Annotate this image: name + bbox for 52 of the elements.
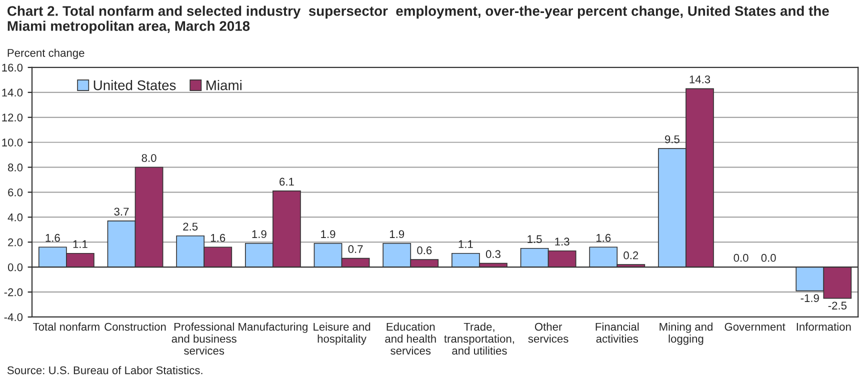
data-label: 0.0	[761, 254, 776, 262]
data-label: 1.5	[528, 235, 542, 244]
data-label: 0.6	[417, 246, 432, 254]
y-tick-label: -2.0	[4, 288, 23, 296]
data-label: 8.0	[142, 154, 156, 162]
data-label: 1.9	[252, 230, 266, 238]
x-tick-label: Trade, transportation, and utilities	[444, 322, 514, 355]
y-tick-label: 8.0	[8, 164, 23, 172]
x-tick-label: Education and health services	[385, 322, 436, 355]
y-tick-label: 12.0	[2, 114, 23, 122]
x-tick-label: Leisure and hospitality	[314, 322, 370, 345]
data-label: 1.1	[458, 240, 473, 248]
data-label: 0.3	[486, 250, 500, 258]
x-tick-label: Information	[796, 322, 851, 331]
x-tick-label: Construction	[104, 322, 166, 331]
data-label: 3.7	[114, 208, 129, 216]
data-label: 1.3	[555, 238, 570, 246]
data-label: 9.5	[665, 135, 680, 144]
y-axis-title: Percent change	[8, 48, 84, 60]
data-label: 2.5	[183, 222, 198, 231]
y-tick-label: 6.0	[8, 188, 23, 196]
data-label: 6.1	[280, 178, 294, 186]
x-tick-label: Mining and logging	[660, 322, 712, 345]
x-tick-label: Other services	[528, 322, 568, 343]
chart-title: Chart 2. Total nonfarm and selected industry supersector employment, over-the-year percent change, United States and the Miami metropolitan area, March 2018	[7, 6, 829, 34]
y-tick-label: 16.0	[2, 64, 23, 72]
x-tick-label: Professional and business services	[172, 322, 236, 355]
x-tick-label: Manufacturing	[238, 322, 308, 333]
y-tick-label: -4.0	[4, 313, 23, 322]
data-label: 1.1	[73, 240, 88, 248]
data-label: -1.9	[800, 294, 819, 302]
y-tick-label: 4.0	[8, 213, 23, 222]
data-label: 1.9	[321, 230, 336, 238]
x-tick-label: Total nonfarm	[33, 322, 100, 331]
legend-label: United States	[94, 80, 176, 90]
data-label: 1.6	[210, 234, 226, 242]
data-label: 1.6	[596, 234, 611, 242]
data-label: 0.7	[348, 245, 363, 254]
y-tick-label: 10.0	[2, 138, 23, 146]
y-tick-label: 2.0	[8, 238, 23, 246]
legend-label: Miami	[206, 80, 242, 90]
data-label: -2.5	[828, 302, 847, 310]
data-label: 1.6	[46, 234, 60, 242]
data-label: 0.2	[624, 251, 638, 260]
y-tick-label: 14.0	[2, 88, 23, 97]
data-label: 14.3	[690, 75, 710, 84]
data-label: 0.0	[734, 254, 748, 262]
x-tick-label: Government	[724, 322, 786, 331]
source-note: Source: U.S. Bureau of Labor Statistics.	[7, 366, 202, 374]
data-label: 1.9	[390, 230, 404, 238]
x-tick-label: Financial activities	[596, 322, 639, 343]
y-tick-label: 0.0	[8, 263, 23, 272]
